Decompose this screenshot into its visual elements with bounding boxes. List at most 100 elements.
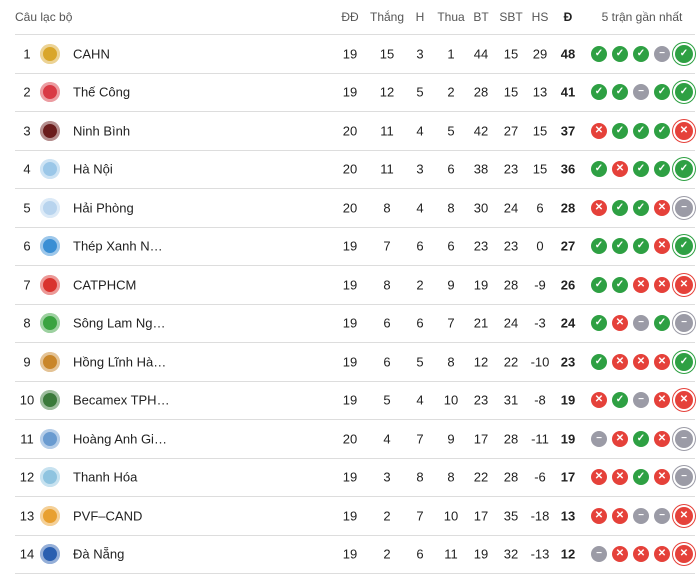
win-icon[interactable]: ✓ — [675, 45, 693, 63]
win-icon[interactable]: ✓ — [612, 46, 628, 62]
draw-icon[interactable]: − — [633, 508, 649, 524]
loss-icon[interactable]: ✕ — [591, 123, 607, 139]
loss-icon[interactable]: ✕ — [654, 354, 670, 370]
loss-icon[interactable]: ✕ — [591, 469, 607, 485]
loss-icon[interactable]: ✕ — [612, 431, 628, 447]
loss-icon[interactable]: ✕ — [612, 469, 628, 485]
win-icon[interactable]: ✓ — [612, 392, 628, 408]
win-icon[interactable]: ✓ — [612, 200, 628, 216]
club-name[interactable]: Đà Nẵng — [73, 547, 124, 562]
loss-icon[interactable]: ✕ — [612, 508, 628, 524]
loss-icon[interactable]: ✕ — [654, 200, 670, 216]
loss-icon[interactable]: ✕ — [612, 161, 628, 177]
club-name[interactable]: Thanh Hóa — [73, 470, 137, 485]
club-name[interactable]: CAHN — [73, 46, 110, 61]
draw-icon[interactable]: − — [675, 430, 693, 448]
win-icon[interactable]: ✓ — [633, 200, 649, 216]
win-icon[interactable]: ✓ — [654, 123, 670, 139]
loss-icon[interactable]: ✕ — [654, 431, 670, 447]
club-name[interactable]: Thép Xanh N… — [73, 239, 163, 254]
win-icon[interactable]: ✓ — [654, 315, 670, 331]
win-icon[interactable]: ✓ — [612, 123, 628, 139]
win-icon[interactable]: ✓ — [633, 238, 649, 254]
draw-icon[interactable]: − — [654, 46, 670, 62]
win-icon[interactable]: ✓ — [591, 84, 607, 100]
loss-icon[interactable]: ✕ — [675, 391, 693, 409]
draw-icon[interactable]: − — [654, 508, 670, 524]
club-name[interactable]: Hoàng Anh Gi… — [73, 431, 167, 446]
win-icon[interactable]: ✓ — [654, 84, 670, 100]
loss-icon[interactable]: ✕ — [675, 276, 693, 294]
win-icon[interactable]: ✓ — [633, 431, 649, 447]
win-icon[interactable]: ✓ — [675, 83, 693, 101]
draw-icon[interactable]: − — [675, 468, 693, 486]
loss-icon[interactable]: ✕ — [633, 277, 649, 293]
win-icon[interactable]: ✓ — [612, 277, 628, 293]
win-icon[interactable]: ✓ — [654, 161, 670, 177]
draw-icon[interactable]: − — [633, 315, 649, 331]
club-name[interactable]: Becamex TPH… — [73, 393, 170, 408]
loss-icon[interactable]: ✕ — [612, 315, 628, 331]
win-icon[interactable]: ✓ — [633, 469, 649, 485]
loss-icon[interactable]: ✕ — [591, 508, 607, 524]
draw-icon[interactable]: − — [633, 392, 649, 408]
win-icon[interactable]: ✓ — [591, 277, 607, 293]
draw-icon[interactable]: − — [591, 431, 607, 447]
draw-icon[interactable]: − — [675, 199, 693, 217]
win-icon[interactable]: ✓ — [633, 123, 649, 139]
loss-icon[interactable]: ✕ — [675, 545, 693, 563]
win-icon[interactable]: ✓ — [633, 161, 649, 177]
draw-icon[interactable]: − — [675, 314, 693, 332]
club-name[interactable]: Hồng Lĩnh Hà… — [73, 354, 166, 369]
win-icon[interactable]: ✓ — [675, 353, 693, 371]
loss-icon[interactable]: ✕ — [654, 469, 670, 485]
loss-icon[interactable]: ✕ — [675, 507, 693, 525]
win-icon[interactable]: ✓ — [591, 238, 607, 254]
club-name[interactable]: Ninh Bình — [73, 123, 130, 138]
loss-icon[interactable]: ✕ — [591, 392, 607, 408]
loss-icon[interactable]: ✕ — [591, 200, 607, 216]
club-name[interactable]: PVF–CAND — [73, 508, 142, 523]
ga-value: 24 — [504, 200, 518, 215]
win-icon[interactable]: ✓ — [612, 238, 628, 254]
club-name[interactable]: Sông Lam Ng… — [73, 316, 166, 331]
win-icon[interactable]: ✓ — [591, 46, 607, 62]
club-name[interactable]: Hải Phòng — [73, 200, 134, 215]
win-icon[interactable]: ✓ — [591, 315, 607, 331]
loss-icon[interactable]: ✕ — [612, 546, 628, 562]
loss-icon[interactable]: ✕ — [633, 546, 649, 562]
win-icon[interactable]: ✓ — [591, 161, 607, 177]
club-name[interactable]: Thế Công — [73, 85, 130, 100]
draw-icon[interactable]: − — [633, 84, 649, 100]
win-icon[interactable]: ✓ — [675, 237, 693, 255]
win-icon[interactable]: ✓ — [675, 160, 693, 178]
win-icon[interactable]: ✓ — [612, 84, 628, 100]
draw-icon[interactable]: − — [591, 546, 607, 562]
won-value: 8 — [383, 200, 390, 215]
win-icon[interactable]: ✓ — [633, 46, 649, 62]
loss-icon[interactable]: ✕ — [612, 354, 628, 370]
loss-icon[interactable]: ✕ — [654, 546, 670, 562]
loss-icon[interactable]: ✕ — [654, 277, 670, 293]
loss-icon[interactable]: ✕ — [654, 392, 670, 408]
loss-icon[interactable]: ✕ — [675, 122, 693, 140]
loss-icon[interactable]: ✕ — [654, 238, 670, 254]
club-name[interactable]: Hà Nội — [73, 162, 113, 177]
club-name[interactable]: CATPHCM — [73, 277, 136, 292]
loss-icon[interactable]: ✕ — [633, 354, 649, 370]
win-icon[interactable]: ✓ — [591, 354, 607, 370]
